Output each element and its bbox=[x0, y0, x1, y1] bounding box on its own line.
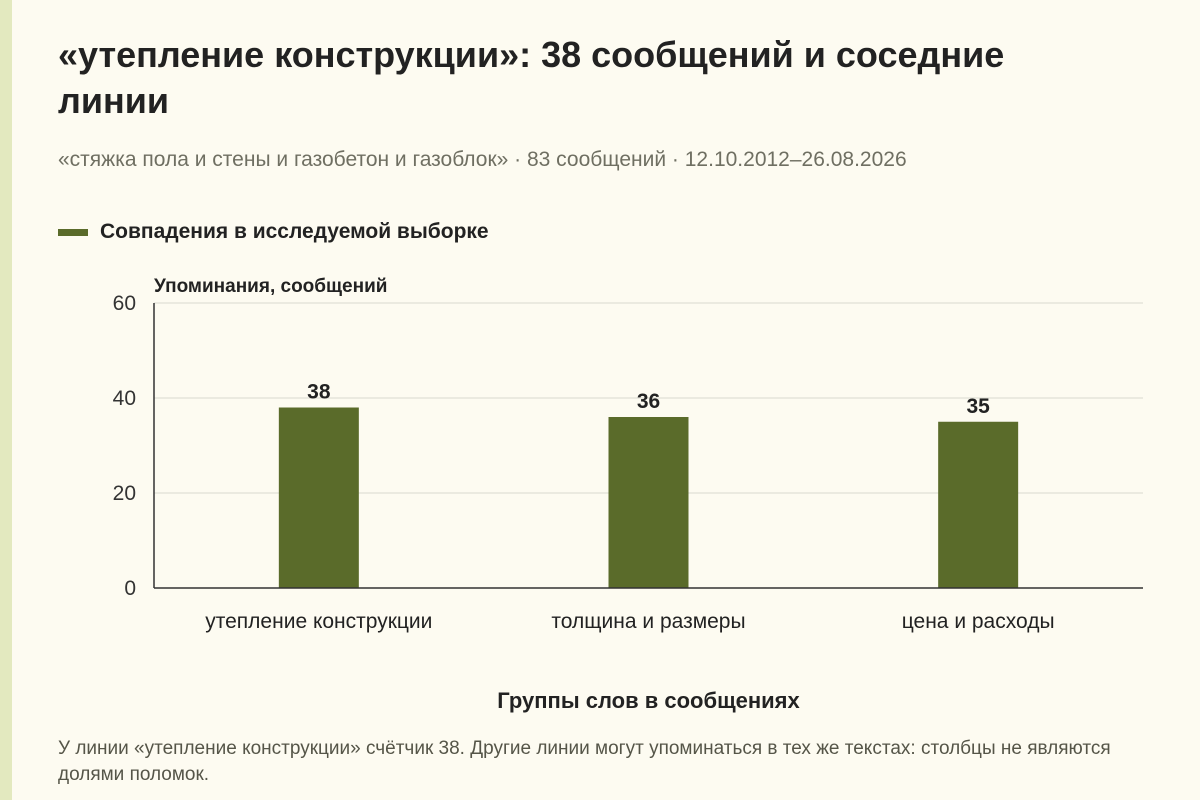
bar bbox=[278, 407, 359, 588]
x-category-label: цена и расходы bbox=[902, 610, 1055, 633]
y-tick-label: 20 bbox=[113, 482, 136, 505]
y-axis-ticks: 0 20 40 60 bbox=[113, 292, 136, 600]
bar bbox=[938, 421, 1019, 588]
y-tick-label: 40 bbox=[113, 387, 136, 410]
bar-value-label: 35 bbox=[966, 395, 990, 418]
bar bbox=[608, 417, 689, 588]
y-axis-title: Упоминания, сообщений bbox=[154, 276, 387, 297]
bars: 38 36 35 bbox=[278, 381, 1019, 588]
legend: Совпадения в исследуемой выборке bbox=[58, 217, 489, 247]
y-tick-label: 60 bbox=[113, 292, 136, 315]
y-tick-label: 0 bbox=[124, 577, 136, 600]
x-axis-title: Группы слов в сообщениях bbox=[497, 688, 800, 713]
bar-value-label: 38 bbox=[307, 381, 331, 404]
axes bbox=[153, 303, 1143, 589]
bar-value-label: 36 bbox=[637, 390, 660, 413]
legend-swatch bbox=[58, 228, 88, 236]
bar-chart: Упоминания, сообщений 0 20 40 60 38 36 35 уте… bbox=[113, 276, 1143, 713]
legend-label: Совпадения в исследуемой выборке bbox=[100, 220, 489, 243]
x-axis-categories: утепление конструкции толщина и размеры це… bbox=[205, 610, 1054, 633]
chart-subtitle: «стяжка пола и стены и газобетон и газоб… bbox=[58, 148, 907, 171]
chart-title: «утепление конструкции»: 38 сообщений и … bbox=[58, 34, 1005, 121]
x-category-label: толщина и размеры bbox=[551, 610, 745, 633]
x-category-label: утепление конструкции bbox=[205, 610, 432, 633]
footnote: У линии «утепление конструкции» счётчик … bbox=[58, 738, 1111, 785]
accent-strip bbox=[0, 0, 12, 800]
